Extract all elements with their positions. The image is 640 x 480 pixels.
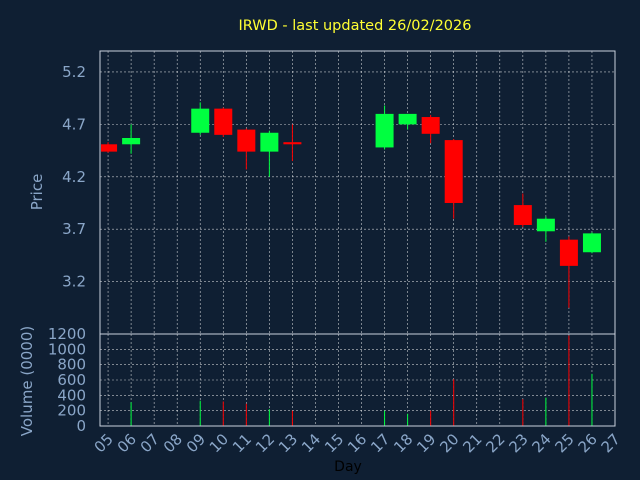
candle-body: [536, 218, 555, 232]
volume-tick-label: 1200: [48, 325, 86, 343]
price-tick-label: 4.2: [62, 168, 86, 186]
volume-tick-label: 600: [57, 371, 86, 389]
volume-axis-label: Volume (0000): [18, 326, 36, 436]
volume-layer: [130, 335, 593, 426]
candle-body: [237, 129, 256, 152]
candle-body: [513, 205, 532, 225]
candle-body: [559, 239, 578, 266]
volume-tick-label: 800: [57, 356, 86, 374]
candle-body: [260, 132, 279, 152]
candle-body: [421, 117, 440, 134]
price-axis-label: Price: [28, 174, 46, 211]
candle-body: [214, 108, 233, 135]
candle-body: [191, 108, 210, 133]
grid-layer: [100, 51, 616, 427]
volume-tick-label: 1000: [48, 340, 86, 358]
candle-body: [375, 113, 394, 148]
candle-body: [122, 137, 141, 145]
price-tick-label: 3.2: [62, 273, 86, 291]
x-axis-label: Day: [334, 459, 362, 475]
candle-body: [101, 144, 118, 152]
price-tick-labels: 5.2 4.7 4.2 3.7 3.2: [62, 63, 86, 291]
volume-tick-label: 0: [76, 417, 86, 435]
volume-panel-frame: [99, 333, 616, 427]
candle-body: [398, 113, 417, 125]
price-tick-label: 3.7: [62, 220, 86, 238]
x-tick-label: 27: [598, 430, 624, 456]
price-tick-label: 4.7: [62, 115, 86, 133]
candle-body: [283, 142, 302, 145]
candle-body: [582, 233, 601, 253]
candle-layer: [101, 102, 601, 308]
candle-body: [444, 140, 463, 203]
volume-tick-label: 200: [57, 402, 86, 420]
x-tick-labels: 0506070809101112131415161718192021222324…: [91, 430, 624, 456]
price-tick-label: 5.2: [62, 63, 86, 81]
chart-title: IRWD - last updated 26/02/2026: [239, 18, 472, 34]
volume-tick-label: 400: [57, 386, 86, 404]
